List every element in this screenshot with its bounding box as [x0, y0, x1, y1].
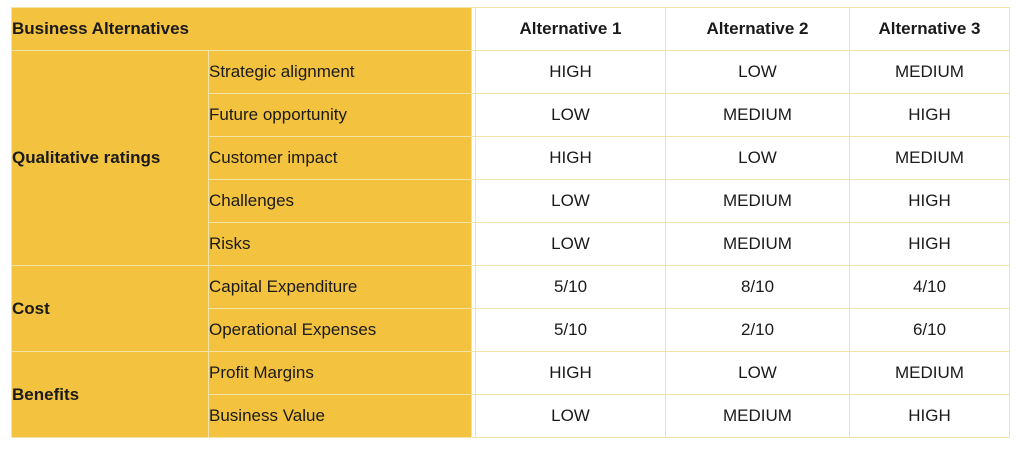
criterion-label: Challenges [208, 179, 472, 223]
table-row: Business Value LOW MEDIUM HIGH [12, 394, 1010, 438]
criterion-label: Strategic alignment [208, 50, 472, 94]
rating-cell: 4/10 [849, 265, 1010, 309]
group-benefits: Benefits [11, 351, 209, 438]
rating-cell: MEDIUM [665, 222, 850, 266]
rating-cell: LOW [665, 136, 850, 180]
rating-cell: HIGH [849, 222, 1010, 266]
business-alternatives-table: Business Alternatives Alternative 1 Alte… [11, 7, 1010, 438]
table-row: Customer impact HIGH LOW MEDIUM [12, 136, 1010, 180]
criterion-label: Operational Expenses [208, 308, 472, 352]
rating-cell: MEDIUM [665, 394, 850, 438]
table-row: Future opportunity LOW MEDIUM HIGH [12, 93, 1010, 137]
rating-cell: 5/10 [475, 265, 666, 309]
rating-cell: HIGH [475, 351, 666, 395]
criterion-label: Business Value [208, 394, 472, 438]
criterion-label: Risks [208, 222, 472, 266]
rating-cell: HIGH [849, 93, 1010, 137]
rating-cell: LOW [475, 93, 666, 137]
rating-cell: HIGH [849, 179, 1010, 223]
rating-cell: LOW [665, 351, 850, 395]
rating-cell: 6/10 [849, 308, 1010, 352]
rating-cell: LOW [475, 394, 666, 438]
table-title: Business Alternatives [11, 7, 472, 51]
header-alternative-2: Alternative 2 [665, 7, 850, 51]
criterion-label: Customer impact [208, 136, 472, 180]
criterion-label: Capital Expenditure [208, 265, 472, 309]
rating-cell: LOW [475, 222, 666, 266]
rating-cell: 8/10 [665, 265, 850, 309]
header-alternative-1: Alternative 1 [475, 7, 666, 51]
rating-cell: HIGH [475, 136, 666, 180]
rating-cell: LOW [665, 50, 850, 94]
header-alternative-3: Alternative 3 [849, 7, 1010, 51]
rating-cell: MEDIUM [849, 136, 1010, 180]
rating-cell: MEDIUM [665, 93, 850, 137]
rating-cell: 5/10 [475, 308, 666, 352]
rating-cell: MEDIUM [849, 50, 1010, 94]
rating-cell: MEDIUM [665, 179, 850, 223]
table-row: Benefits Profit Margins HIGH LOW MEDIUM [11, 351, 1010, 438]
rating-cell: HIGH [849, 394, 1010, 438]
criterion-label: Profit Margins [208, 351, 472, 395]
rating-cell: 2/10 [665, 308, 850, 352]
rating-cell: LOW [475, 179, 666, 223]
criterion-label: Future opportunity [208, 93, 472, 137]
table-row: Cost Capital Expenditure 5/10 8/10 4/10 [11, 265, 1010, 352]
table-row: Risks LOW MEDIUM HIGH [12, 222, 1010, 266]
rating-cell: HIGH [475, 50, 666, 94]
table-row: Qualitative ratings Strategic alignment … [11, 50, 1010, 266]
rating-cell: MEDIUM [849, 351, 1010, 395]
table-row: Operational Expenses 5/10 2/10 6/10 [12, 308, 1010, 352]
group-cost: Cost [11, 265, 209, 352]
group-qualitative-ratings: Qualitative ratings [11, 50, 209, 266]
header-row: Business Alternatives Alternative 1 Alte… [11, 7, 1010, 51]
